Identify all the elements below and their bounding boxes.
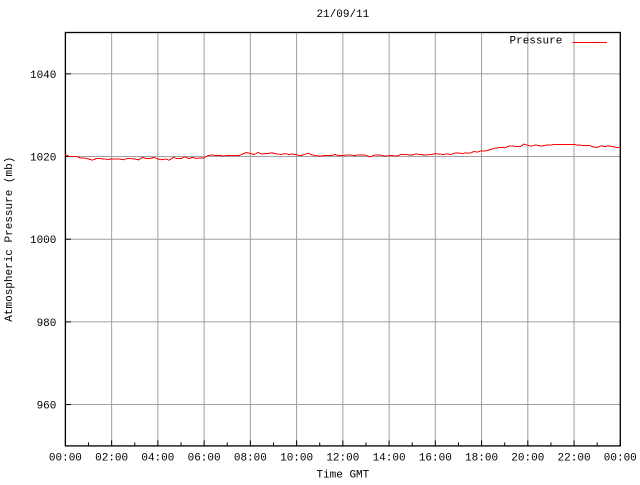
svg-text:21/09/11: 21/09/11: [316, 9, 369, 21]
svg-text:Time GMT: Time GMT: [316, 469, 369, 480]
svg-text:04:00: 04:00: [141, 452, 174, 464]
svg-text:22:00: 22:00: [558, 452, 591, 464]
svg-text:980: 980: [37, 318, 57, 330]
svg-text:1020: 1020: [30, 153, 56, 165]
svg-text:1000: 1000: [30, 235, 56, 247]
svg-text:Atmospheric Pressure (mb): Atmospheric Pressure (mb): [4, 157, 16, 322]
svg-text:20:00: 20:00: [511, 452, 544, 464]
svg-text:00:00: 00:00: [49, 452, 82, 464]
svg-text:14:00: 14:00: [373, 452, 406, 464]
svg-text:16:00: 16:00: [419, 452, 452, 464]
svg-text:960: 960: [37, 401, 57, 413]
svg-text:10:00: 10:00: [280, 452, 313, 464]
svg-text:1040: 1040: [30, 70, 56, 82]
svg-text:12:00: 12:00: [326, 452, 359, 464]
svg-text:06:00: 06:00: [188, 452, 221, 464]
svg-text:02:00: 02:00: [95, 452, 128, 464]
svg-text:08:00: 08:00: [234, 452, 267, 464]
svg-text:Pressure: Pressure: [510, 36, 563, 48]
svg-text:00:00: 00:00: [604, 452, 637, 464]
svg-text:18:00: 18:00: [465, 452, 498, 464]
